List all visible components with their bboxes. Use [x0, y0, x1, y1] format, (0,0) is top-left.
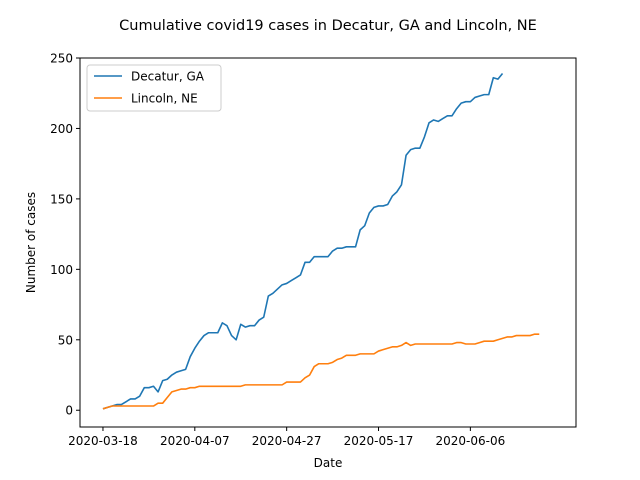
y-tick-label: 150 — [50, 192, 73, 206]
series-line-1 — [102, 333, 540, 410]
series-line-0 — [102, 72, 504, 410]
x-tick-label: 2020-04-07 — [160, 434, 230, 448]
x-tick-label: 2020-03-18 — [68, 434, 138, 448]
plot-area — [102, 72, 540, 410]
legend: Decatur, GA Lincoln, NE — [86, 64, 222, 112]
legend-label: Lincoln, NE — [131, 92, 198, 106]
y-tick-label: 250 — [50, 52, 73, 66]
y-tick-label: 100 — [50, 263, 73, 277]
y-tick-label: 0 — [65, 404, 73, 418]
x-axis-label: Date — [314, 456, 343, 470]
y-tick-label: 200 — [50, 122, 73, 136]
chart-title: Cumulative covid19 cases in Decatur, GA … — [119, 18, 537, 34]
y-axis-label: Number of cases — [24, 192, 38, 293]
y-tick-label: 50 — [58, 333, 73, 347]
x-axis: 2020-03-18 2020-04-07 2020-04-27 2020-05-17… — [68, 427, 505, 448]
x-tick-label: 2020-05-17 — [344, 434, 414, 448]
y-axis: 0 50 100 150 200 250 — [50, 52, 80, 418]
x-tick-label: 2020-06-06 — [435, 434, 505, 448]
axes-frame — [79, 57, 577, 428]
x-tick-label: 2020-04-27 — [252, 434, 322, 448]
legend-label: Decatur, GA — [131, 70, 205, 84]
